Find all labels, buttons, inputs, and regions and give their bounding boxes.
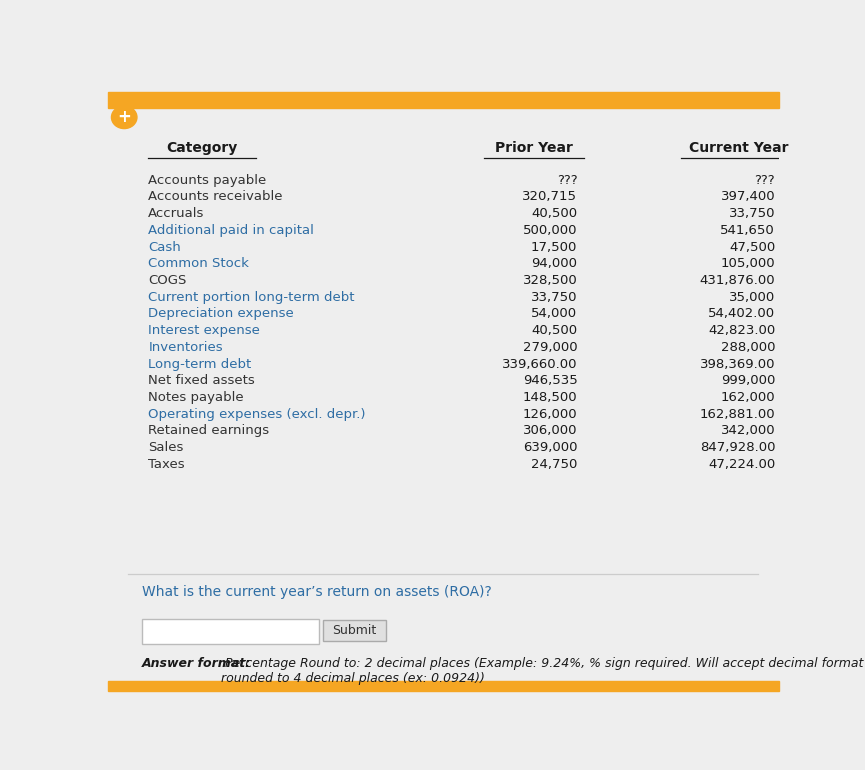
- Text: 33,750: 33,750: [728, 207, 775, 220]
- Text: 47,500: 47,500: [729, 240, 775, 253]
- Text: 35,000: 35,000: [729, 291, 775, 303]
- Text: Operating expenses (excl. depr.): Operating expenses (excl. depr.): [149, 408, 366, 420]
- Text: Taxes: Taxes: [149, 458, 185, 471]
- Text: 342,000: 342,000: [721, 424, 775, 437]
- Text: Accruals: Accruals: [149, 207, 205, 220]
- Text: Additional paid in capital: Additional paid in capital: [149, 224, 314, 237]
- Text: 306,000: 306,000: [522, 424, 578, 437]
- Text: Interest expense: Interest expense: [149, 324, 260, 337]
- Text: 946,535: 946,535: [522, 374, 578, 387]
- FancyBboxPatch shape: [323, 620, 387, 641]
- Text: 33,750: 33,750: [531, 291, 578, 303]
- Text: Cash: Cash: [149, 240, 181, 253]
- Circle shape: [112, 106, 137, 129]
- Text: Category: Category: [166, 141, 238, 155]
- Text: ???: ???: [557, 174, 578, 186]
- Text: 847,928.00: 847,928.00: [700, 441, 775, 454]
- Bar: [108, 92, 778, 108]
- Text: 162,000: 162,000: [721, 391, 775, 404]
- Bar: [108, 681, 778, 691]
- Text: 47,224.00: 47,224.00: [708, 458, 775, 471]
- Text: 162,881.00: 162,881.00: [700, 408, 775, 420]
- Text: 94,000: 94,000: [531, 257, 578, 270]
- Text: 639,000: 639,000: [522, 441, 578, 454]
- Text: Accounts payable: Accounts payable: [149, 174, 266, 186]
- Text: 397,400: 397,400: [721, 190, 775, 203]
- Text: 54,000: 54,000: [531, 307, 578, 320]
- Text: Current Year: Current Year: [689, 141, 788, 155]
- Text: +: +: [118, 109, 131, 126]
- Text: 320,715: 320,715: [522, 190, 578, 203]
- Text: 24,750: 24,750: [531, 458, 578, 471]
- Text: 126,000: 126,000: [522, 408, 578, 420]
- Text: Prior Year: Prior Year: [495, 141, 573, 155]
- Text: 339,660.00: 339,660.00: [502, 357, 578, 370]
- Text: 17,500: 17,500: [531, 240, 578, 253]
- Text: 148,500: 148,500: [522, 391, 578, 404]
- Text: 541,650: 541,650: [721, 224, 775, 237]
- Text: Sales: Sales: [149, 441, 183, 454]
- Text: 42,823.00: 42,823.00: [708, 324, 775, 337]
- Text: Percentage Round to: 2 decimal places (Example: 9.24%, % sign required. Will acc: Percentage Round to: 2 decimal places (E…: [221, 657, 863, 685]
- Text: 999,000: 999,000: [721, 374, 775, 387]
- Text: Submit: Submit: [332, 624, 376, 638]
- Text: 54,402.00: 54,402.00: [708, 307, 775, 320]
- Text: 500,000: 500,000: [522, 224, 578, 237]
- Text: What is the current year’s return on assets (ROA)?: What is the current year’s return on ass…: [142, 584, 491, 598]
- Text: Notes payable: Notes payable: [149, 391, 244, 404]
- Text: 40,500: 40,500: [531, 324, 578, 337]
- Text: Accounts receivable: Accounts receivable: [149, 190, 283, 203]
- Text: Retained earnings: Retained earnings: [149, 424, 270, 437]
- Text: Answer format:: Answer format:: [142, 657, 251, 670]
- FancyBboxPatch shape: [142, 619, 319, 644]
- Text: Inventories: Inventories: [149, 341, 223, 354]
- Text: 288,000: 288,000: [721, 341, 775, 354]
- Text: 328,500: 328,500: [522, 274, 578, 287]
- Text: 40,500: 40,500: [531, 207, 578, 220]
- Text: 398,369.00: 398,369.00: [700, 357, 775, 370]
- Text: 279,000: 279,000: [522, 341, 578, 354]
- Text: Depreciation expense: Depreciation expense: [149, 307, 294, 320]
- Text: ???: ???: [754, 174, 775, 186]
- Text: 105,000: 105,000: [721, 257, 775, 270]
- Text: 431,876.00: 431,876.00: [700, 274, 775, 287]
- Text: Net fixed assets: Net fixed assets: [149, 374, 255, 387]
- Text: Long-term debt: Long-term debt: [149, 357, 252, 370]
- Text: Common Stock: Common Stock: [149, 257, 249, 270]
- Text: COGS: COGS: [149, 274, 187, 287]
- Text: Current portion long-term debt: Current portion long-term debt: [149, 291, 355, 303]
